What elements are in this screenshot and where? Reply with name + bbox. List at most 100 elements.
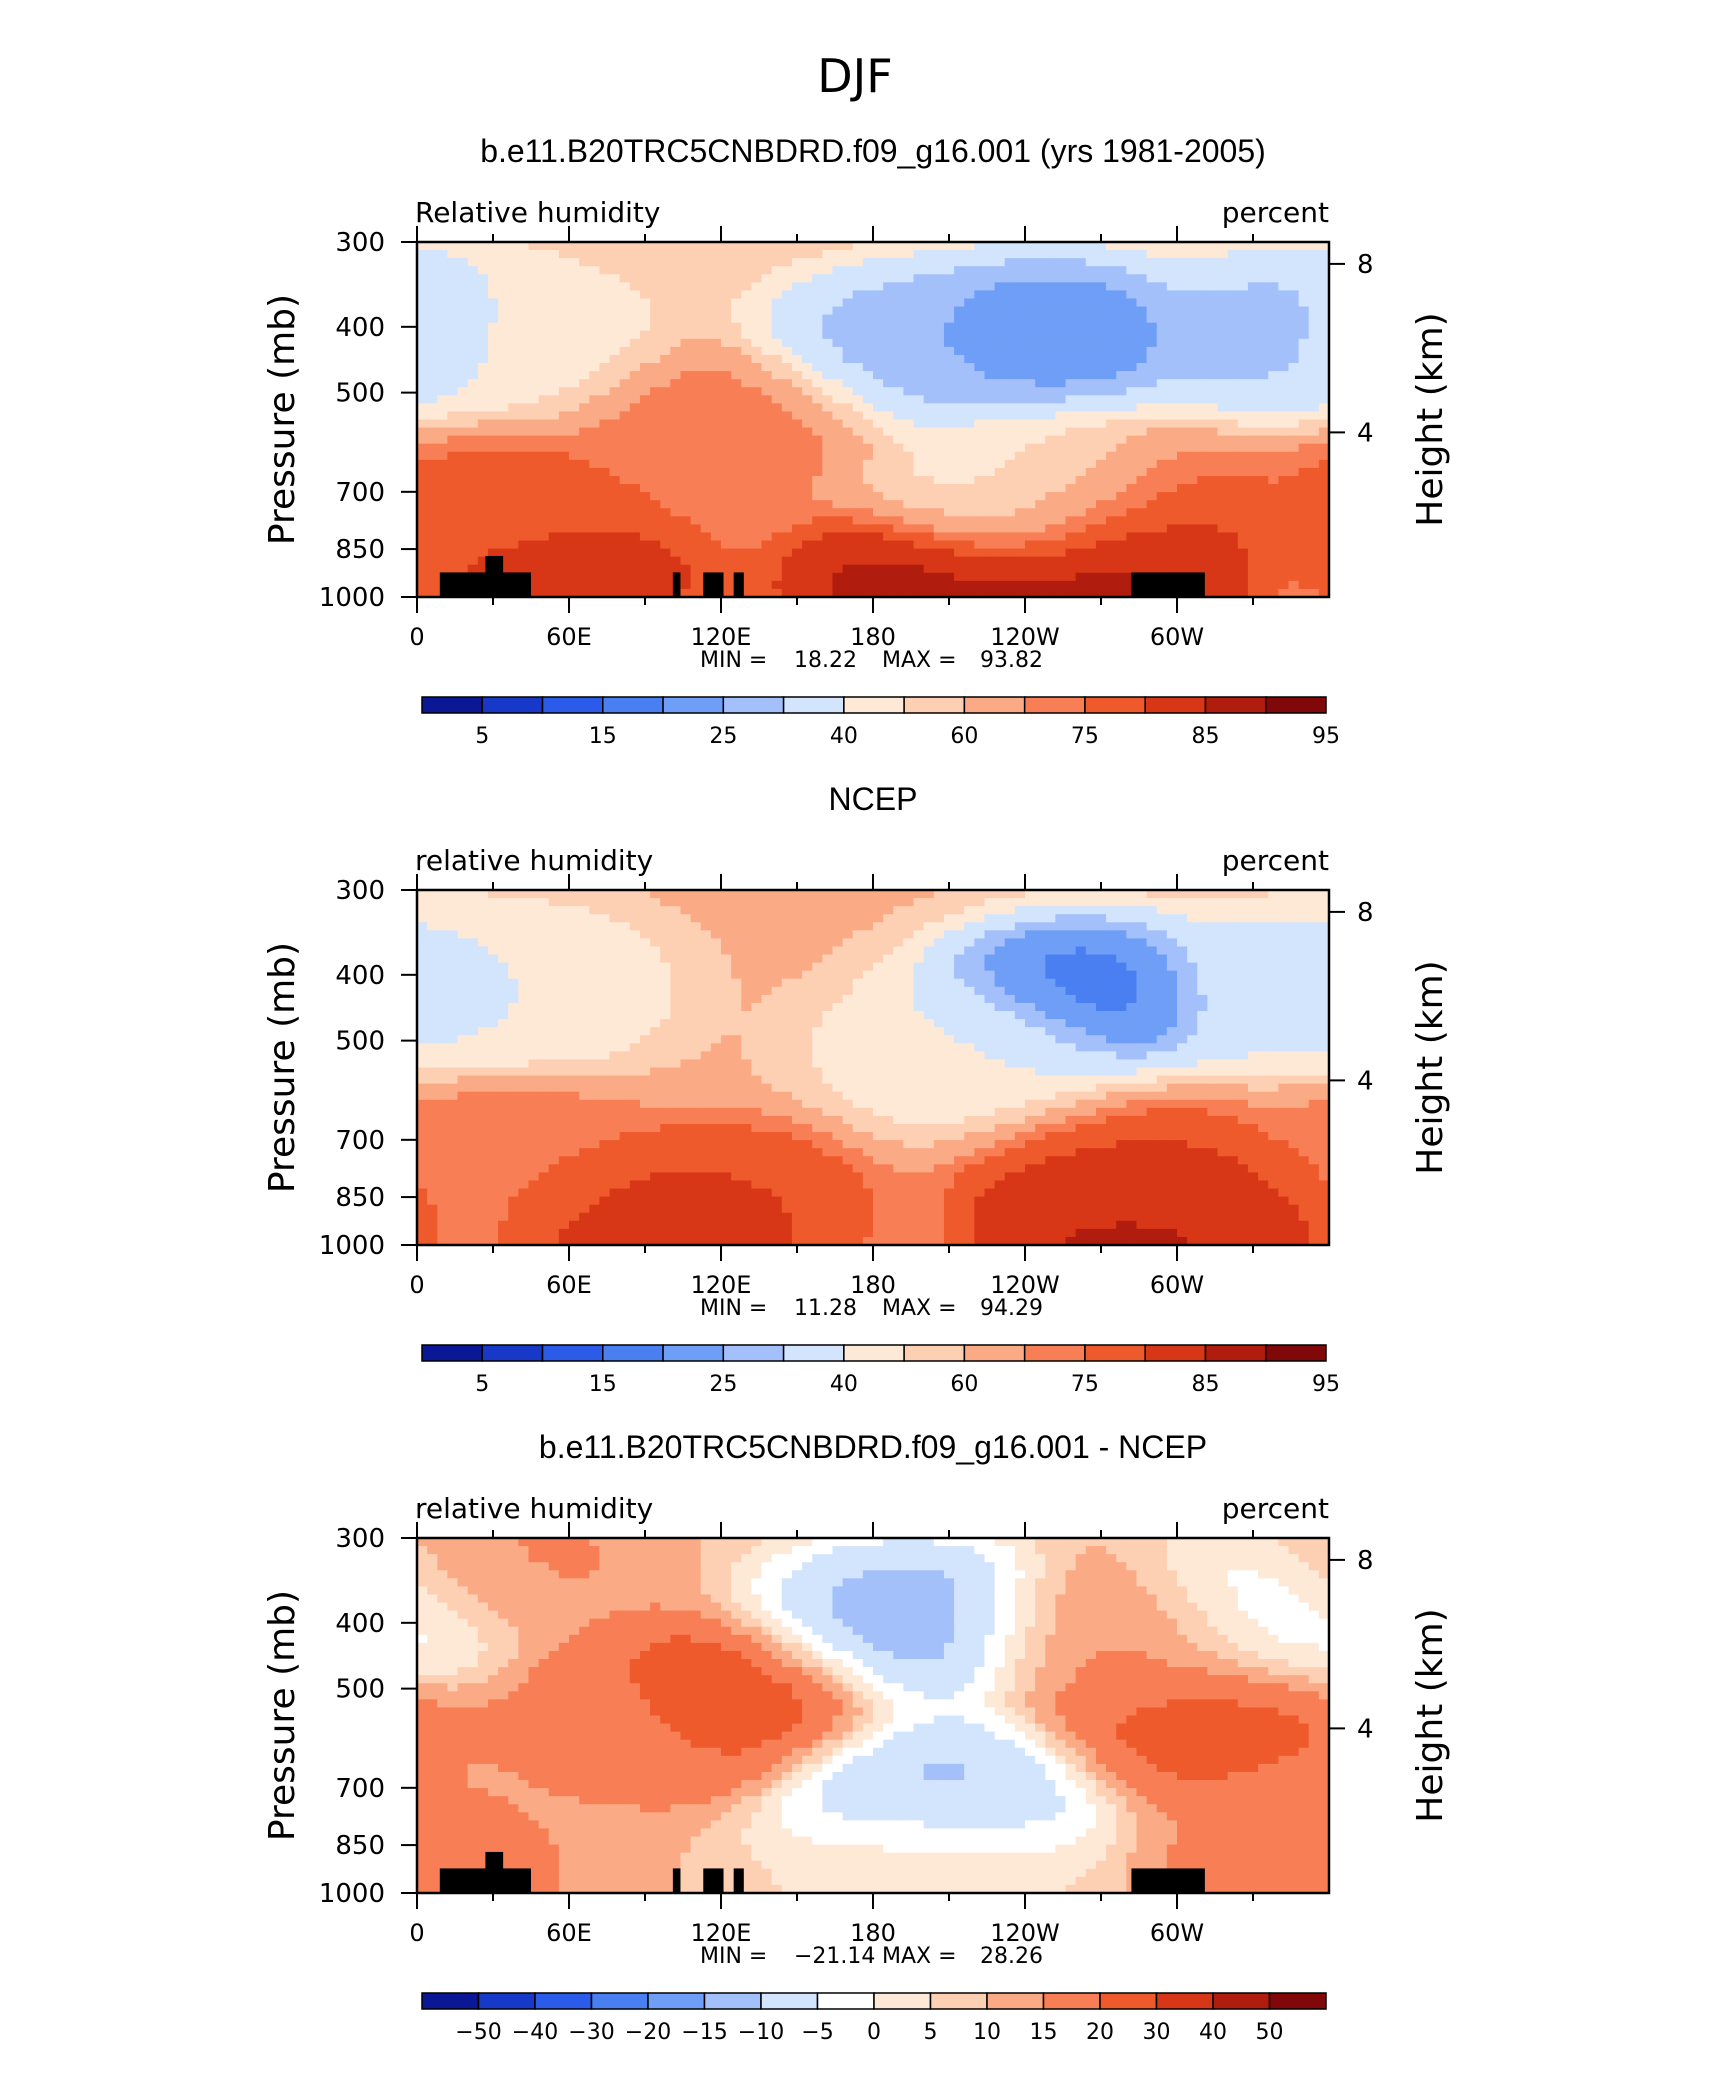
field-cell — [782, 420, 793, 429]
field-cell — [853, 363, 864, 372]
field-cell — [417, 500, 428, 509]
field-cell — [1248, 963, 1259, 972]
field-cell — [721, 347, 732, 356]
field-cell — [812, 914, 823, 923]
field-cell — [802, 379, 813, 388]
field-cell — [620, 516, 631, 525]
field-cell — [1096, 355, 1107, 364]
field-cell — [1309, 411, 1320, 420]
field-cell — [539, 387, 550, 396]
field-cell — [1238, 339, 1249, 348]
field-cell — [488, 898, 499, 907]
field-cell — [670, 541, 681, 550]
field-cell — [589, 946, 600, 955]
field-cell — [731, 492, 742, 501]
field-cell — [1106, 890, 1117, 899]
field-cell — [762, 541, 773, 550]
field-cell — [620, 444, 631, 453]
field-cell — [1228, 898, 1239, 907]
field-cell — [579, 946, 590, 955]
field-cell — [701, 411, 712, 420]
field-cell — [1177, 508, 1188, 517]
field-cell — [1177, 557, 1188, 566]
field-cell — [832, 420, 843, 429]
field-cell — [995, 468, 1006, 477]
field-cell — [1086, 946, 1097, 955]
field-cell — [1106, 492, 1117, 501]
field-cell — [1106, 307, 1117, 316]
field-cell — [873, 581, 884, 590]
field-cell — [1025, 524, 1036, 533]
field-cell — [447, 898, 458, 907]
field-cell — [458, 557, 469, 566]
field-cell — [1299, 492, 1310, 501]
field-cell — [822, 323, 833, 332]
field-cell — [1278, 468, 1289, 477]
field-cell — [498, 914, 509, 923]
field-cell — [559, 922, 570, 931]
field-cell — [447, 331, 458, 340]
field-cell — [640, 403, 651, 412]
field-cell — [1177, 955, 1188, 964]
field-cell — [610, 420, 621, 429]
field-cell — [1035, 963, 1046, 972]
field-cell — [751, 282, 762, 291]
field-cell — [1096, 250, 1107, 259]
field-cell — [822, 898, 833, 907]
field-cell — [640, 355, 651, 364]
field-cell — [559, 930, 570, 939]
field-cell — [873, 890, 884, 899]
field-cell — [1066, 476, 1077, 485]
field-cell — [1309, 557, 1320, 566]
field-cell — [468, 946, 479, 955]
field-cell — [1177, 476, 1188, 485]
field-cell — [914, 922, 925, 931]
field-cell — [630, 573, 641, 582]
field-cell — [1288, 516, 1299, 525]
field-cell — [812, 258, 823, 267]
field-cell — [914, 436, 925, 445]
field-cell — [1238, 946, 1249, 955]
field-cell — [1066, 315, 1077, 324]
field-cell — [589, 971, 600, 980]
field-cell — [751, 347, 762, 356]
field-cell — [1248, 922, 1259, 931]
field-cell — [1197, 282, 1208, 291]
field-cell — [1157, 484, 1168, 493]
field-cell — [569, 250, 580, 259]
field-cell — [691, 524, 702, 533]
field-cell — [630, 516, 641, 525]
field-cell — [762, 258, 773, 267]
field-cell — [1218, 347, 1229, 356]
field-cell — [447, 315, 458, 324]
field-cell — [1086, 532, 1097, 541]
field-cell — [1238, 890, 1249, 899]
field-cell — [1066, 946, 1077, 955]
field-cell — [1096, 379, 1107, 388]
field-cell — [488, 258, 499, 267]
field-cell — [518, 492, 529, 501]
field-cell — [1187, 371, 1198, 380]
field-cell — [1106, 963, 1117, 972]
field-cell — [1086, 549, 1097, 558]
field-cell — [1035, 914, 1046, 923]
field-cell — [974, 524, 985, 533]
field-cell — [1309, 242, 1320, 251]
field-cell — [721, 468, 732, 477]
field-cell — [863, 565, 874, 574]
field-cell — [944, 355, 955, 364]
field-cell — [680, 266, 691, 275]
field-cell — [1086, 468, 1097, 477]
field-cell — [670, 347, 681, 356]
field-cell — [1025, 339, 1036, 348]
field-cell — [751, 460, 762, 469]
field-cell — [1045, 484, 1056, 493]
field-cell — [518, 549, 529, 558]
field-cell — [903, 452, 914, 461]
field-cell — [1005, 363, 1016, 372]
field-cell — [528, 532, 539, 541]
field-cell — [1258, 946, 1269, 955]
field-cell — [751, 339, 762, 348]
field-cell — [650, 532, 661, 541]
field-cell — [1197, 411, 1208, 420]
